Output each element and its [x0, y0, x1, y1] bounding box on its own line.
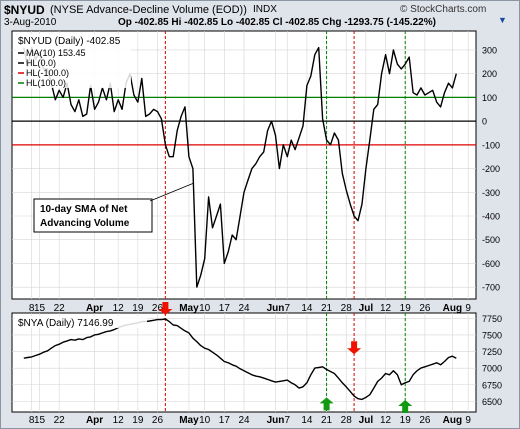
y-tick-label: 6750: [482, 380, 502, 390]
quote-line: Op -402.85 Hi -402.85 Lo -402.85 Cl -402…: [118, 17, 436, 28]
y-axes: 300 200 100 0 -100 -200 -300 -400 -500 -600 -700 77…: [482, 45, 502, 406]
x-tick-label: 8: [29, 303, 35, 314]
annotation-line1: 10-day SMA of Net: [40, 204, 128, 215]
y-tick-label: 300: [482, 45, 497, 55]
x-tick-label: 26: [419, 303, 431, 314]
dropdown-icon[interactable]: ▼: [498, 15, 507, 25]
x-tick-label: Jun: [267, 303, 285, 314]
y-tick-label: 7000: [482, 364, 502, 374]
x-tick-label: 19: [400, 303, 412, 314]
y-tick-label: -400: [482, 211, 500, 221]
x-tick-label: 14: [301, 303, 313, 314]
y-tick-label: -500: [482, 235, 500, 245]
bottom-legend-title: $NYA (Daily) 7146.99: [18, 318, 114, 329]
annotation-pointer: [149, 182, 195, 202]
x-tick-label: 22: [54, 415, 66, 426]
x-tick-label: 9: [465, 303, 471, 314]
y-tick-label: 7500: [482, 330, 502, 340]
legend-item-hlm100: HL(-100.0): [26, 68, 69, 78]
nya-price-line: [23, 318, 457, 401]
legend-item-hl100: HL(100.0): [26, 78, 66, 88]
x-tick-label: 12: [380, 303, 392, 314]
x-tick-label: Jul: [359, 303, 374, 314]
x-tick-label: 28: [341, 303, 353, 314]
x-tick-label: 8: [29, 415, 35, 426]
green-up-arrow: [319, 397, 334, 411]
y-tick-label: 7250: [482, 347, 502, 357]
y-tick-label: -100: [482, 140, 500, 150]
y-tick-label: 7750: [482, 314, 502, 324]
y-tick-label: 0: [482, 117, 487, 127]
y-tick-label: -600: [482, 259, 500, 269]
x-tick-label: 7: [284, 303, 290, 314]
exchange-label: INDX: [253, 4, 277, 15]
x-tick-label: 26: [419, 415, 431, 426]
annotation-callout: 10-day SMA of Net Advancing Volume: [33, 182, 195, 233]
annotation-line2: Advancing Volume: [40, 218, 130, 229]
x-tick-label: 12: [113, 303, 125, 314]
top-series: [12, 46, 476, 288]
top-legend-title: $NYUD (Daily) -402.85: [18, 36, 121, 47]
x-tick-label: 17: [219, 303, 231, 314]
nyud-ma-line: [23, 46, 457, 288]
y-tick-label: -700: [482, 283, 500, 293]
red-down-arrow: [347, 341, 362, 355]
bottom-series: [23, 318, 457, 401]
bottom-legend: $NYA (Daily) 7146.99: [15, 316, 147, 329]
bottom-grid: [12, 313, 476, 412]
x-tick-label: 12: [380, 415, 392, 426]
x-tick-label: Jun: [267, 415, 285, 426]
x-tick-label: 10: [199, 303, 211, 314]
legend-item-ma: MA(10) 153.45: [26, 48, 86, 58]
x-tick-label: May: [179, 303, 199, 314]
x-tick-label: 9: [465, 415, 471, 426]
x-tick-label: 26: [152, 303, 164, 314]
green-up-arrow: [398, 400, 413, 413]
y-tick-label: -200: [482, 164, 500, 174]
y-tick-label: -300: [482, 188, 500, 198]
x-tick-label: May: [179, 415, 199, 426]
x-tick-label: Apr: [86, 415, 103, 426]
x-tick-label: 10: [199, 415, 211, 426]
x-tick-label: 19: [132, 415, 144, 426]
annotation-box: [33, 198, 153, 233]
x-tick-label: 28: [341, 415, 353, 426]
x-tick-label: Apr: [86, 303, 103, 314]
x-tick-label: 7: [284, 415, 290, 426]
x-tick-label: 24: [238, 303, 250, 314]
x-tick-label: 19: [400, 415, 412, 426]
x-tick-label: Aug: [443, 415, 462, 426]
signal-arrows: [158, 302, 413, 413]
x-tick-label: 12: [113, 415, 125, 426]
y-tick-label: 6500: [482, 397, 502, 407]
y-tick-label: 100: [482, 93, 497, 103]
x-tick-label: 26: [152, 415, 164, 426]
date-label: 3-Aug-2010: [4, 17, 57, 28]
x-tick-label: 21: [321, 303, 333, 314]
x-tick-label: 19: [132, 303, 144, 314]
x-tick-label: 21: [321, 415, 333, 426]
x-tick-label: 15: [34, 303, 46, 314]
x-axes: 8 15 22 Apr 12 19 26 May 10 17 24 Jun 7 14 21 28 Jul 12 19…: [29, 303, 471, 426]
watermark: © StockCharts.com: [400, 4, 487, 15]
x-tick-label: 24: [238, 415, 250, 426]
symbol-description: (NYSE Advance-Decline Volume (EOD)): [50, 4, 247, 16]
legend-item-hl0: HL(0.0): [26, 58, 56, 68]
y-tick-label: 200: [482, 69, 497, 79]
symbol-title: $NYUD: [4, 3, 45, 17]
top-legend: $NYUD (Daily) -402.85 MA(10) 153.45 HL(0…: [15, 34, 131, 88]
x-tick-label: 22: [54, 303, 66, 314]
x-tick-label: 15: [34, 415, 46, 426]
red-down-arrow: [158, 302, 173, 315]
x-tick-label: Jul: [359, 415, 374, 426]
x-tick-label: 14: [301, 415, 313, 426]
x-tick-label: Aug: [443, 303, 462, 314]
x-tick-label: 17: [219, 415, 231, 426]
